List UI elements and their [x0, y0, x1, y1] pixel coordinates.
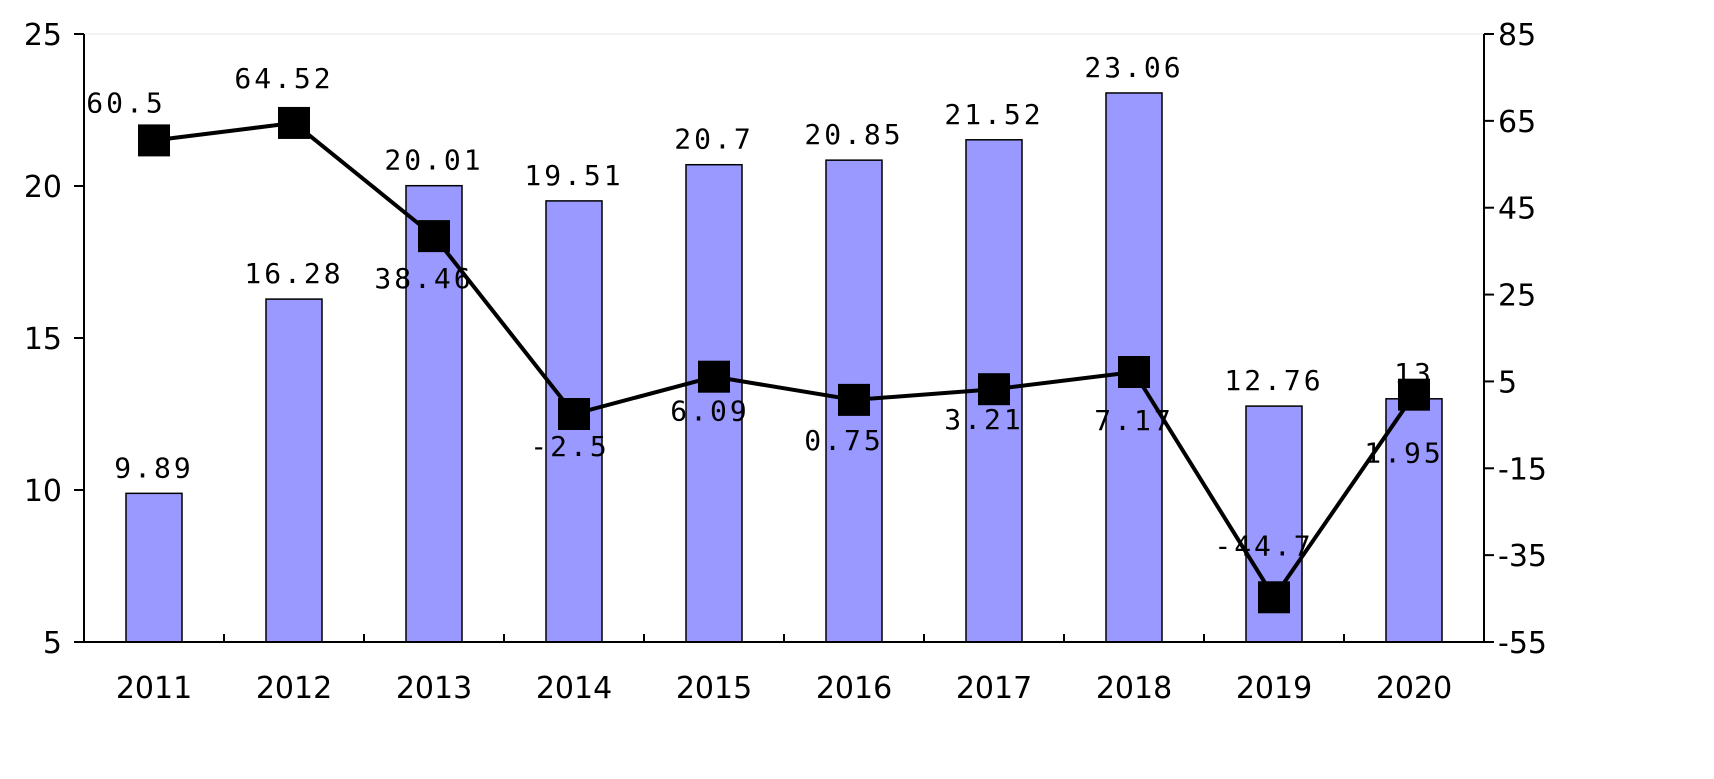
x-tick-label: 2016: [816, 671, 892, 706]
line-marker-2013: [418, 220, 450, 253]
line-path: [153, 120, 1416, 601]
y-left-tick-label: 20: [24, 170, 62, 205]
x-tick-label: 2015: [676, 671, 752, 706]
axes: 5 10 15 20 25 -55 -35 -15 5 25 45 65 85 2011 2012 2013 2…: [24, 18, 1547, 706]
line-value-label: 3.21: [944, 403, 1023, 436]
bar-value-label: 19.51: [524, 159, 623, 192]
line-value-label: 1.95: [1364, 437, 1443, 470]
bar-2012: [265, 298, 323, 643]
bar-value-label: 23.06: [1084, 51, 1183, 84]
x-tick-label: 2011: [116, 671, 192, 706]
line-series: [138, 106, 1430, 614]
bar-value-label: 16.28: [244, 257, 343, 290]
line-value-label: 7.17: [1094, 404, 1173, 437]
x-tick-label: 2020: [1376, 671, 1452, 706]
x-tick-label: 2018: [1096, 671, 1172, 706]
line-value-label: -44.7: [1214, 529, 1313, 562]
bar-2020: [1385, 398, 1443, 643]
line-marker-2019: [1258, 581, 1290, 614]
line-marker-2018: [1118, 356, 1150, 389]
bar-2013: [405, 184, 463, 643]
x-tick-label: 2013: [396, 671, 472, 706]
y-left-tick-label: 15: [24, 322, 62, 357]
line-value-label: 38.46: [374, 262, 473, 295]
bar-value-label: 20.7: [674, 123, 753, 156]
bar-value-label: 20.01: [384, 144, 483, 177]
y-right-tick-label: -15: [1498, 452, 1547, 487]
line-marker-2011: [138, 124, 170, 157]
y-right-tick-label: -55: [1498, 626, 1547, 661]
bar-value-label: 13: [1394, 357, 1434, 390]
bar-value-label: 9.89: [114, 451, 193, 484]
y-right-tick-label: 25: [1498, 279, 1536, 314]
y-right-tick-label: 5: [1498, 365, 1517, 400]
y-right-tick-label: -35: [1498, 539, 1547, 574]
line-marker-2016: [838, 383, 870, 416]
y-right-tick-label: 65: [1498, 105, 1536, 140]
y-left-tick-label: 5: [43, 626, 62, 661]
x-tick-label: 2017: [956, 671, 1032, 706]
x-tick-label: 2014: [536, 671, 612, 706]
line-value-label: 6.09: [670, 395, 749, 428]
y-right-tick-label: 45: [1498, 192, 1536, 227]
line-value-label: 60.5: [86, 86, 165, 119]
x-tick-label: 2019: [1236, 671, 1312, 706]
y-left-tick-label: 25: [24, 18, 62, 53]
bar-value-label: 12.76: [1224, 364, 1323, 397]
y-left-tick-label: 10: [24, 474, 62, 509]
line-value-label: 64.52: [234, 62, 333, 95]
data-labels: 9.89 16.28 20.01 19.51 20.7 20.85 21.52 23.06 12…: [86, 51, 1443, 562]
line-value-label: -2.5: [530, 430, 609, 463]
line-marker-2014: [558, 398, 590, 430]
bar-value-label: 20.85: [804, 118, 903, 151]
bar-2011: [125, 492, 183, 643]
y-right-tick-label: 85: [1498, 18, 1536, 53]
line-marker-2020: [1398, 378, 1430, 411]
line-marker-2012: [278, 106, 310, 139]
line-value-label: 0.75: [804, 424, 883, 457]
x-tick-label: 2012: [256, 671, 332, 706]
line-marker-2017: [978, 373, 1010, 406]
bar-value-label: 21.52: [944, 98, 1043, 131]
line-marker-2015: [698, 360, 730, 393]
